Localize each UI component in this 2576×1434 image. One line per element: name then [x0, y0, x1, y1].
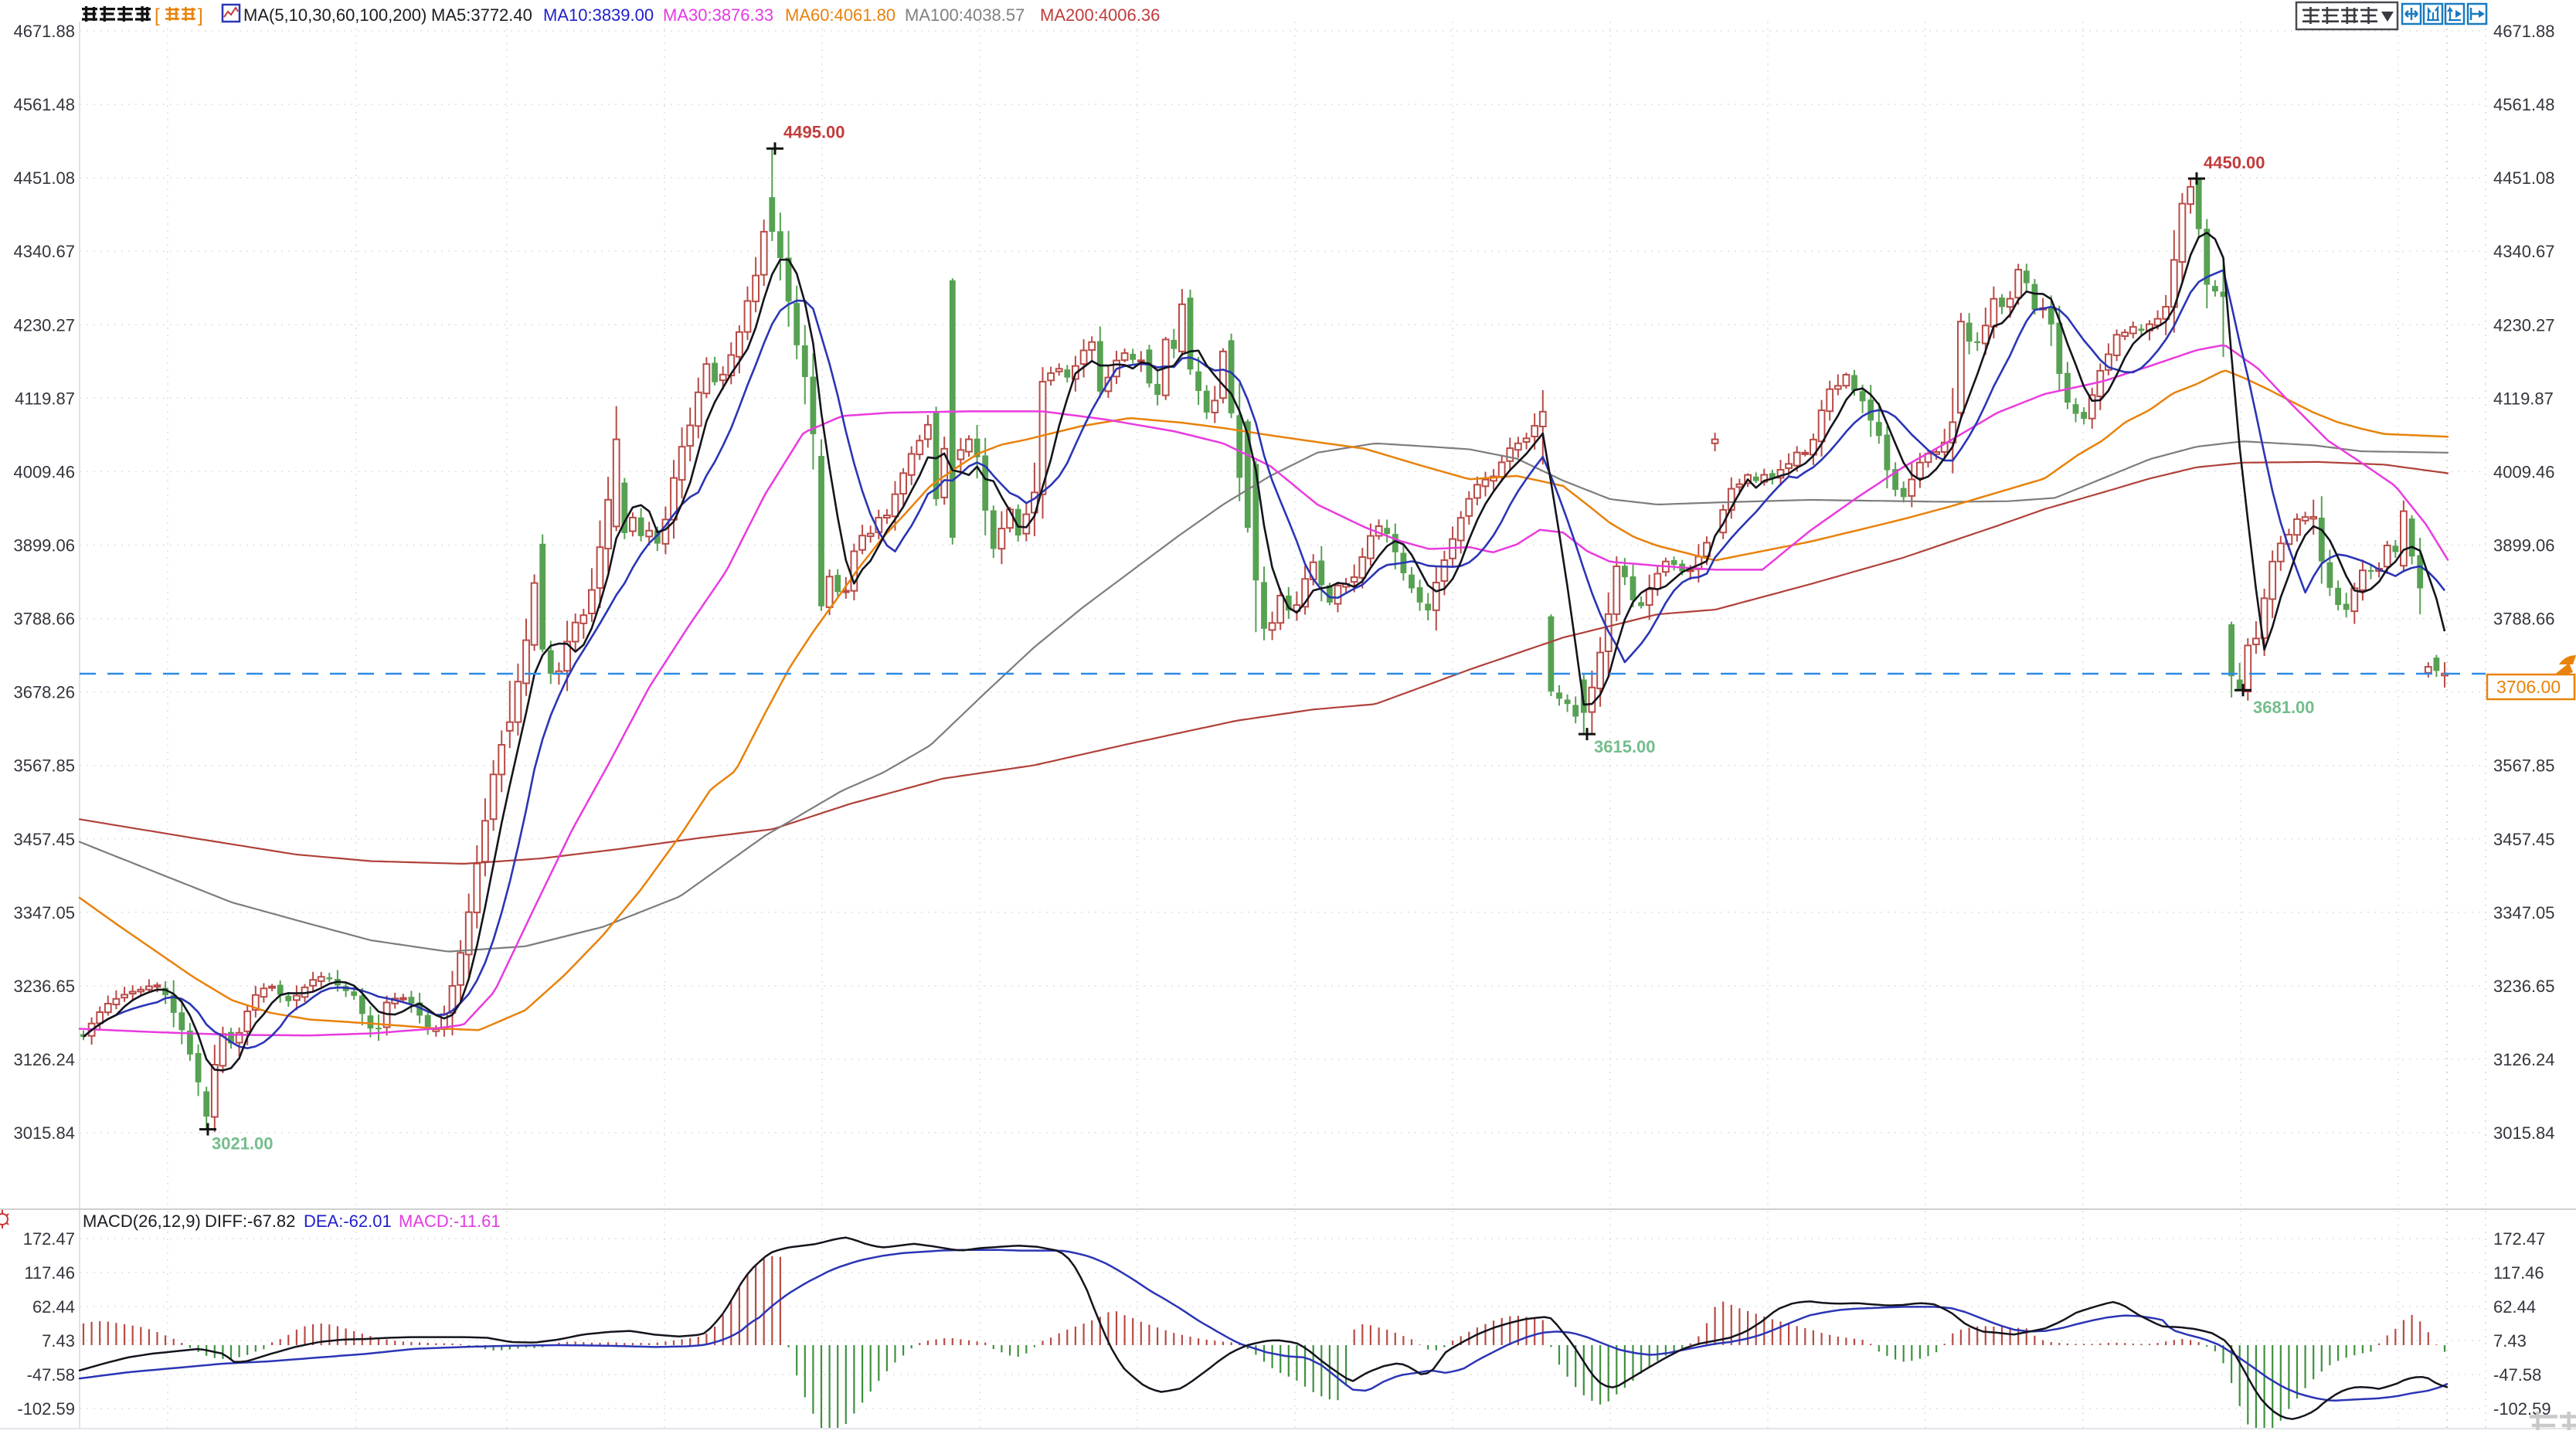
svg-text:62.44: 62.44 — [32, 1297, 75, 1317]
svg-text:172.47: 172.47 — [2493, 1229, 2545, 1249]
svg-text:3347.05: 3347.05 — [13, 903, 75, 923]
svg-text:3899.06: 3899.06 — [13, 536, 75, 556]
svg-text:3567.85: 3567.85 — [2493, 756, 2555, 776]
svg-text:4230.27: 4230.27 — [2493, 315, 2555, 335]
svg-text:7.43: 7.43 — [2493, 1331, 2527, 1351]
svg-text:MA200:4006.36: MA200:4006.36 — [1040, 5, 1160, 25]
svg-text:3567.85: 3567.85 — [13, 756, 75, 776]
svg-text:4230.27: 4230.27 — [13, 315, 75, 335]
svg-text:4561.48: 4561.48 — [13, 95, 75, 114]
svg-text:3706.00: 3706.00 — [2496, 677, 2561, 697]
svg-text:MACD:-11.61: MACD:-11.61 — [399, 1211, 501, 1231]
svg-text:MA30:3876.33: MA30:3876.33 — [663, 5, 773, 25]
svg-text:-102.59: -102.59 — [17, 1399, 75, 1419]
svg-text:4009.46: 4009.46 — [13, 462, 75, 481]
svg-text:-47.58: -47.58 — [2493, 1365, 2541, 1385]
svg-text:MA100:4038.57: MA100:4038.57 — [905, 5, 1025, 25]
svg-text:3457.45: 3457.45 — [2493, 830, 2555, 849]
svg-text:3236.65: 3236.65 — [2493, 977, 2555, 996]
svg-text:4450.00: 4450.00 — [2204, 153, 2265, 172]
svg-text:3236.65: 3236.65 — [13, 977, 75, 996]
svg-text:4340.67: 4340.67 — [13, 242, 75, 261]
svg-text:[: [ — [155, 5, 160, 26]
svg-text:7.43: 7.43 — [42, 1331, 75, 1351]
svg-text:4119.87: 4119.87 — [2493, 389, 2554, 408]
svg-text:4009.46: 4009.46 — [2493, 462, 2555, 481]
svg-text:117.46: 117.46 — [24, 1263, 75, 1283]
svg-text:MA60:4061.80: MA60:4061.80 — [785, 5, 895, 25]
svg-text:MACD(26,12,9): MACD(26,12,9) — [83, 1211, 201, 1231]
svg-text:172.47: 172.47 — [23, 1229, 75, 1249]
svg-text:3126.24: 3126.24 — [13, 1050, 75, 1069]
svg-text:3788.66: 3788.66 — [2493, 610, 2555, 629]
svg-text:3899.06: 3899.06 — [2493, 536, 2555, 556]
svg-text:4451.08: 4451.08 — [13, 168, 75, 188]
svg-text:-47.58: -47.58 — [27, 1365, 75, 1385]
svg-text:3457.45: 3457.45 — [13, 830, 75, 849]
svg-text:4671.88: 4671.88 — [13, 22, 75, 41]
svg-text:DEA:-62.01: DEA:-62.01 — [304, 1211, 392, 1231]
svg-text:3615.00: 3615.00 — [1594, 737, 1656, 756]
svg-text:MA5:3772.40: MA5:3772.40 — [431, 5, 532, 25]
svg-text:3347.05: 3347.05 — [2493, 903, 2555, 923]
svg-text:DIFF:-67.82: DIFF:-67.82 — [205, 1211, 295, 1231]
svg-text:3678.26: 3678.26 — [13, 683, 75, 702]
svg-text:3015.84: 3015.84 — [13, 1123, 75, 1143]
svg-text:3681.00: 3681.00 — [2253, 698, 2315, 717]
svg-text:4340.67: 4340.67 — [2493, 242, 2555, 261]
svg-text:4561.48: 4561.48 — [2493, 95, 2555, 114]
svg-text:]: ] — [198, 5, 203, 26]
svg-text:MA10:3839.00: MA10:3839.00 — [543, 5, 654, 25]
svg-text:117.46: 117.46 — [2493, 1263, 2544, 1283]
svg-text:3126.24: 3126.24 — [2493, 1050, 2555, 1069]
svg-text:62.44: 62.44 — [2493, 1297, 2536, 1317]
svg-text:4119.87: 4119.87 — [15, 389, 75, 408]
svg-text:4671.88: 4671.88 — [2493, 22, 2555, 41]
svg-text:3015.84: 3015.84 — [2493, 1123, 2555, 1143]
svg-text:3788.66: 3788.66 — [13, 610, 75, 629]
svg-text:MA(5,10,30,60,100,200): MA(5,10,30,60,100,200) — [243, 5, 427, 25]
svg-text:4451.08: 4451.08 — [2493, 168, 2555, 188]
svg-text:4495.00: 4495.00 — [783, 122, 845, 141]
svg-text:3021.00: 3021.00 — [212, 1134, 274, 1154]
